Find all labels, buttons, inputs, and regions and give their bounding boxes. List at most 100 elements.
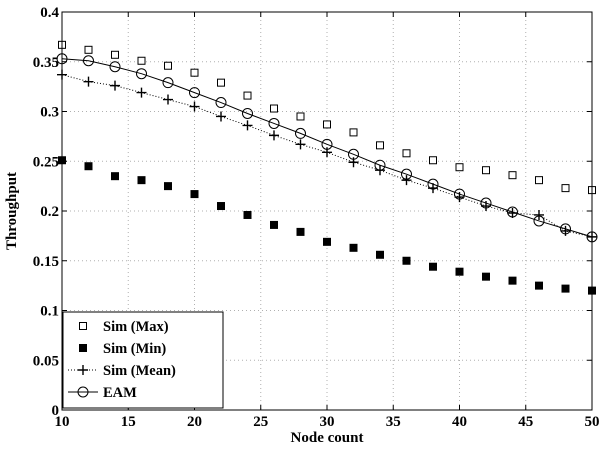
x-tick-label: 10 <box>55 414 70 430</box>
legend-label: EAM <box>103 385 137 401</box>
y-tick-label: 0 <box>52 403 60 419</box>
data-point-sim-mean <box>348 157 359 168</box>
data-point-sim-min <box>270 220 278 229</box>
data-point-eam <box>136 68 147 80</box>
data-point-sim-min <box>111 172 119 181</box>
data-point-sim-min <box>243 210 252 219</box>
data-point-eam <box>560 223 571 235</box>
data-point-eam <box>83 55 94 67</box>
data-point-sim-min <box>376 250 384 259</box>
x-tick-label: 40 <box>452 414 467 430</box>
data-point-sim-max <box>349 128 358 137</box>
data-point-sim-min <box>137 176 146 185</box>
y-tick-label: 0.25 <box>33 154 59 170</box>
data-point-sim-min <box>561 284 570 293</box>
data-point-sim-mean <box>322 147 332 158</box>
data-point-eam <box>454 188 465 200</box>
data-point-eam <box>321 138 333 150</box>
x-tick-label: 50 <box>585 414 599 430</box>
data-point-sim-mean <box>83 76 94 87</box>
data-point-sim-mean <box>269 130 279 141</box>
grid <box>62 12 592 410</box>
legend-marker <box>79 322 87 330</box>
data-point-sim-min <box>429 262 437 271</box>
x-tick-label: 30 <box>320 414 335 430</box>
y-tick-label: 0.3 <box>40 105 59 121</box>
data-point-eam <box>215 97 227 109</box>
y-tick-label: 0.2 <box>40 204 59 220</box>
data-point-sim-min <box>535 281 543 290</box>
data-point-sim-max <box>217 78 225 87</box>
legend: Sim (Max) Sim (Min) Sim (Mean) EAM <box>62 311 224 409</box>
y-tick-label: 0.35 <box>33 55 59 71</box>
x-tick-label: 15 <box>121 414 136 430</box>
data-point-sim-max <box>508 171 517 180</box>
data-point-sim-min <box>164 182 172 191</box>
data-point-sim-max <box>270 104 278 113</box>
data-point-sim-max <box>429 156 437 165</box>
data-point-sim-min <box>217 202 225 211</box>
data-point-sim-min <box>323 237 331 246</box>
x-tick-label: 25 <box>253 414 268 430</box>
data-point-sim-min <box>349 243 358 252</box>
x-tick-label: 45 <box>518 414 533 430</box>
series-sim-max <box>58 40 596 195</box>
y-axis-label: Throughput <box>4 172 20 250</box>
legend-label: Sim (Max) <box>103 319 169 335</box>
data-point-eam <box>162 77 174 89</box>
x-axis-label: Node count <box>291 430 364 446</box>
data-point-sim-max <box>111 50 119 59</box>
data-point-sim-max <box>535 176 543 185</box>
x-tick-label: 20 <box>187 414 202 430</box>
data-point-sim-min <box>402 256 411 265</box>
data-point-sim-max <box>482 166 490 175</box>
data-point-sim-min <box>296 227 305 236</box>
y-tick-label: 0.05 <box>33 353 59 369</box>
data-point-eam <box>109 61 121 73</box>
y-tick-label: 0.15 <box>33 254 59 270</box>
legend-marker <box>78 365 88 375</box>
data-point-eam <box>295 127 306 139</box>
data-point-sim-mean <box>216 111 226 122</box>
data-point-eam <box>268 117 280 129</box>
series-line-eam <box>61 58 593 238</box>
data-point-sim-max <box>243 91 252 100</box>
data-point-sim-max <box>296 112 305 121</box>
data-point-sim-max <box>402 149 411 158</box>
data-point-eam <box>401 168 412 180</box>
data-point-eam <box>480 197 492 209</box>
data-point-sim-max <box>561 184 570 193</box>
data-point-sim-min <box>190 190 199 199</box>
legend-label: Sim (Min) <box>103 341 166 357</box>
data-point-sim-min <box>508 276 517 285</box>
legend-marker <box>77 386 89 398</box>
ticks: 10 15 20 25 30 35 40 45 50 0 0.05 0.1 0.15 0.2 0.25 0.3… <box>33 5 599 430</box>
data-point-sim-mean <box>534 209 544 220</box>
data-point-sim-min <box>455 267 464 276</box>
data-point-eam <box>374 159 386 171</box>
data-point-sim-mean <box>401 175 412 186</box>
data-point-sim-mean <box>189 101 200 112</box>
data-point-sim-max <box>190 68 199 77</box>
data-point-eam <box>427 178 439 190</box>
data-point-sim-mean <box>242 120 253 131</box>
legend-label: Sim (Mean) <box>103 363 176 379</box>
data-point-sim-max <box>137 56 146 65</box>
x-tick-label: 35 <box>386 414 401 430</box>
y-tick-label: 0.4 <box>40 5 59 21</box>
data-point-sim-max <box>164 61 172 70</box>
y-tick-label: 0.1 <box>40 304 59 320</box>
data-point-sim-min <box>482 272 490 281</box>
data-point-eam <box>348 148 359 160</box>
data-point-sim-max <box>84 45 93 54</box>
data-point-sim-mean <box>295 139 306 150</box>
data-point-sim-mean <box>136 87 147 98</box>
data-point-sim-max <box>376 141 384 150</box>
data-point-sim-mean <box>110 80 120 91</box>
data-point-sim-mean <box>163 94 173 105</box>
data-point-sim-min <box>84 162 93 171</box>
data-point-eam <box>189 87 200 99</box>
data-point-eam <box>533 215 545 227</box>
data-point-sim-max <box>455 163 464 172</box>
